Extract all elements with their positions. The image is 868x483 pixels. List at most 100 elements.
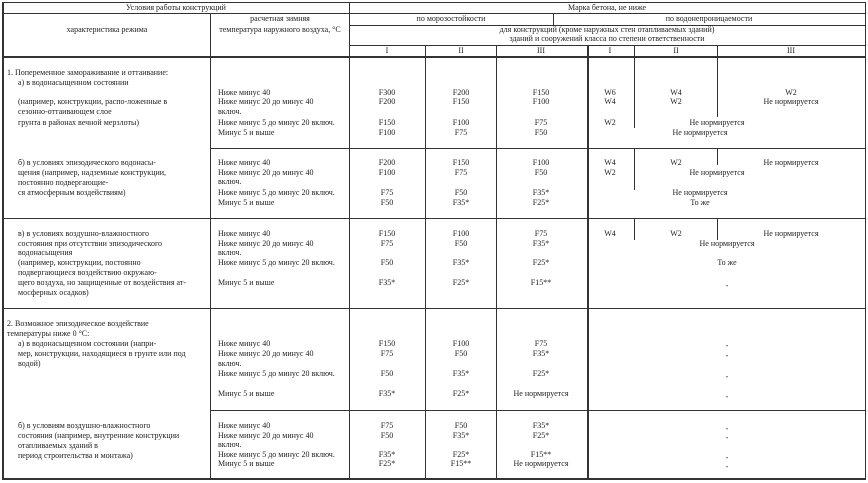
water-grade: W6 [604,88,616,97]
frost-grade: F150 [452,158,470,167]
water-grade: W4 [604,229,616,238]
table-rule [3,308,865,309]
header-temp: расчетная зимняя [250,14,310,23]
frost-grade: F35* [452,369,470,378]
frost-grade: F25* [452,278,470,287]
frost-grade: F150 [378,339,396,348]
frost-grade: F75 [454,128,468,137]
table-rule [2,478,866,480]
frost-grade: F25* [452,450,470,459]
table-rule [634,148,635,190]
table-rule [2,2,866,3]
water-grade: Не нормируется [672,128,728,137]
temperature-text: Минус 5 и выше [218,278,275,287]
water-grade: - [725,462,729,471]
class-header: II [458,46,464,55]
table-rule [587,45,589,478]
temperature-text: Ниже минус 40 [218,158,271,167]
water-grade: Не нормируется [763,229,819,238]
water-grade: Не нормируется [699,239,755,248]
water-grade: W4 [604,97,616,106]
water-grade: W2 [604,168,616,177]
frost-grade: F35* [378,389,396,398]
water-grade: W4 [670,88,682,97]
water-grade: W2 [604,118,616,127]
water-grade: W2 [785,88,797,97]
temperature-text: Ниже минус 40 [218,421,271,430]
table-rule [349,2,350,478]
frost-grade: F35* [532,421,550,430]
water-grade: - [725,341,729,350]
temperature-text: Ниже минус 5 до минус 20 включ. [218,118,335,127]
frost-grade: F75 [380,421,394,430]
water-grade: Не нормируется [672,188,728,197]
header-note: для конструкций (кроме наружных стен ота… [499,25,715,34]
header-temp: температура наружного воздуха, °С [219,25,341,34]
table-rule [496,45,497,478]
water-grade: То же [690,198,710,207]
frost-grade: F75 [380,239,394,248]
frost-grade: F50 [454,239,468,248]
frost-grade: F35* [378,450,396,459]
table-rule [349,45,865,46]
table-rule [717,218,718,240]
temperature-text: включ. [218,359,242,368]
frost-grade: F50 [380,258,394,267]
frost-grade: F150 [378,118,396,127]
table-rule [865,2,866,480]
regime-text: период строительства и монтажа) [18,451,133,460]
frost-grade: F15** [530,450,552,459]
temperature-text: Ниже минус 5 до минус 20 включ. [218,450,335,459]
regime-text: температуры ниже 0 °С: [7,329,90,338]
frost-grade: F300 [378,88,396,97]
regime-text: а) в водонасыщенном состоянии [18,78,129,87]
header-water: по водонепроницаемости [665,14,753,23]
table-rule [634,57,635,128]
water-grade: - [725,351,729,360]
temperature-text: включ. [218,248,242,257]
regime-text: б) в условиях эпизодического водонасы- [18,158,156,167]
regime-text: щего воздуха, но защищенные от воздейств… [18,278,186,287]
header-note: зданий и сооружений класса по степени от… [509,34,705,43]
frost-grade: Не нормируется [513,389,569,398]
temperature-text: Ниже минус 40 [218,88,271,97]
frost-grade: F100 [532,158,550,167]
water-grade: Не нормируется [763,158,819,167]
table-rule [210,148,865,149]
temperature-text: включ. [218,107,242,116]
regime-text: водонасыщения [18,248,73,257]
water-grade: Не нормируется [689,118,745,127]
temperature-text: Ниже минус 5 до минус 20 включ. [218,188,335,197]
temperature-text: Ниже минус 20 до минус 40 [218,168,314,177]
water-grade: - [725,453,729,462]
header-grade: Марка бетона, не ниже [567,3,647,12]
class-header: III [787,46,795,55]
water-grade: Не нормируется [689,168,745,177]
regime-text: мер, конструкции, находящиеся в грунте и… [18,349,186,358]
frost-grade: F25* [532,369,550,378]
frost-grade: F50 [534,128,548,137]
class-header: I [385,46,389,55]
frost-grade: F25* [532,431,550,440]
frost-grade: F150 [532,88,550,97]
temperature-text: Минус 5 и выше [218,459,275,468]
frost-grade: F25* [452,389,470,398]
temperature-text: Ниже минус 20 до минус 40 [218,349,314,358]
water-grade: W2 [670,158,682,167]
frost-grade: F25* [532,258,550,267]
frost-grade: F50 [454,188,468,197]
frost-grade: F75 [534,118,548,127]
regime-text: сезонно-оттаивающем слое [18,107,112,116]
frost-grade: F150 [378,229,396,238]
water-grade: W4 [604,158,616,167]
regime-text: состояния при отсутствии эпизодического [18,239,163,248]
table-rule [210,410,865,411]
water-grade: - [725,392,729,401]
frost-grade: Не нормируется [513,459,569,468]
frost-grade: F200 [378,97,396,106]
table-rule [717,57,718,117]
frost-grade: F100 [532,97,550,106]
regime-text: состояния (например, внутренние конструк… [18,431,180,440]
frost-grade: F35* [532,349,550,358]
